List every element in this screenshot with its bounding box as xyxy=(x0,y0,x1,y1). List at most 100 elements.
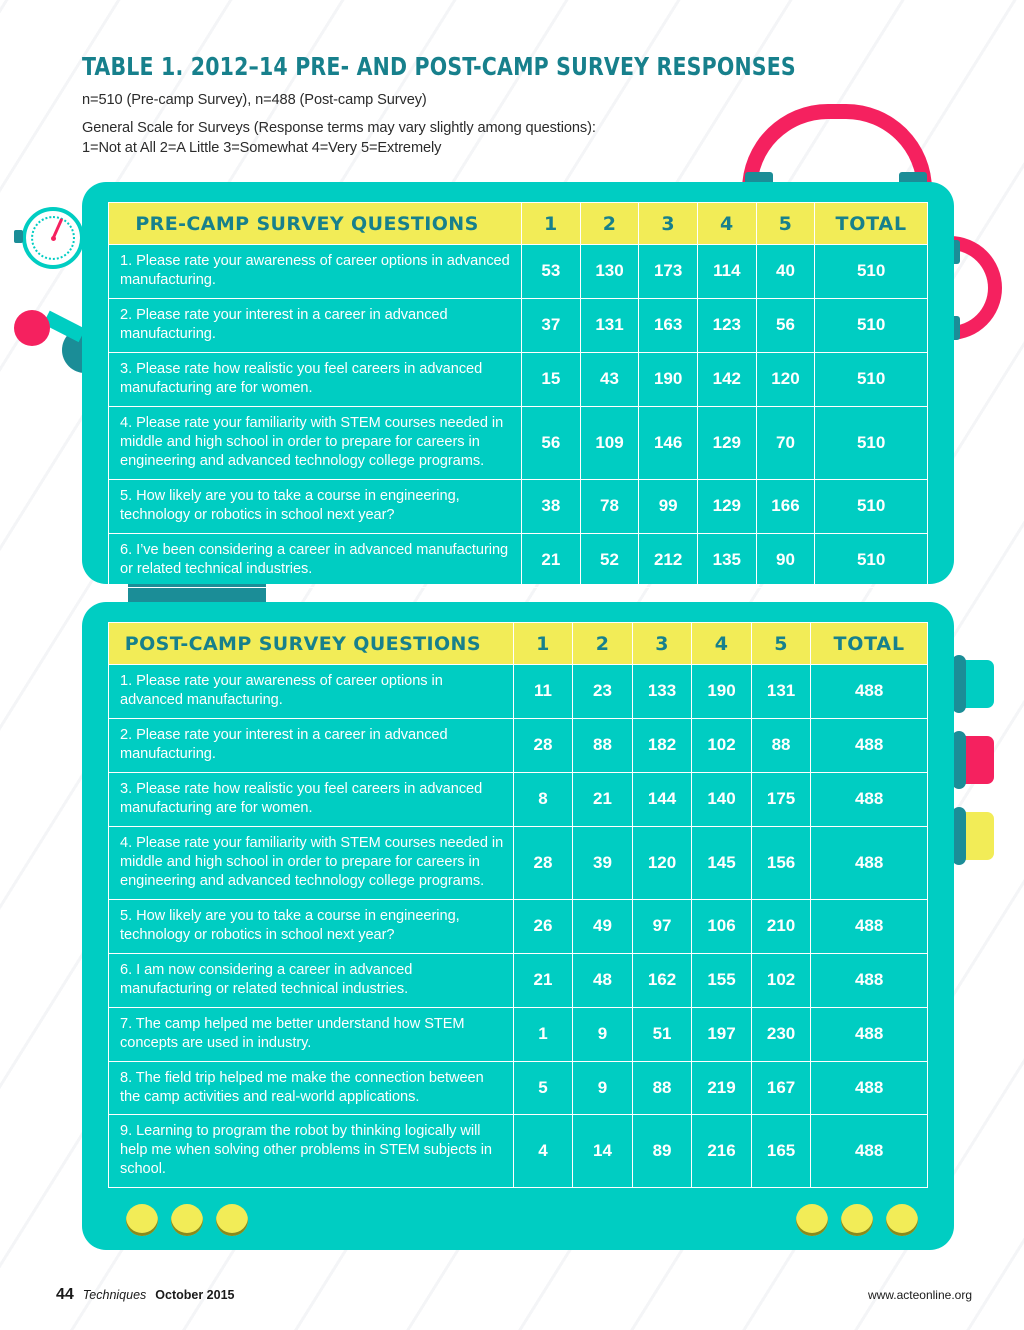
gauge-dial-ticks xyxy=(31,216,75,260)
post-camp-count-cell: 155 xyxy=(691,952,752,1008)
side-tab-teal xyxy=(962,660,994,708)
table-row: 2. Please rate your interest in a career… xyxy=(107,297,928,353)
post-camp-total-cell: 488 xyxy=(810,898,928,954)
gauge-icon xyxy=(22,207,84,269)
post-camp-count-cell: 216 xyxy=(691,1114,752,1189)
post-camp-count-cell: 88 xyxy=(631,1060,693,1116)
pre-camp-total-cell: 510 xyxy=(814,297,928,353)
post-camp-total-cell: 488 xyxy=(810,1060,928,1116)
table-row: 1. Please rate your awareness of career … xyxy=(108,664,928,719)
post-camp-count-cell: 51 xyxy=(631,1006,693,1062)
pre-camp-rating-column-header-1: 1 xyxy=(521,202,581,245)
pre-camp-rating-column-header-4: 4 xyxy=(696,202,757,245)
post-camp-count-cell: 210 xyxy=(750,898,812,954)
pre-camp-count-cell: 212 xyxy=(638,532,698,588)
post-camp-count-cell: 11 xyxy=(512,664,574,719)
pre-camp-count-cell: 129 xyxy=(696,478,757,534)
post-camp-count-cell: 106 xyxy=(691,898,752,954)
round-button-icon[interactable] xyxy=(841,1204,873,1236)
panel-connector xyxy=(128,582,266,604)
pre-camp-count-cell: 142 xyxy=(696,351,757,407)
post-camp-question-text: 7. The camp helped me better understand … xyxy=(108,1006,514,1062)
post-camp-count-cell: 23 xyxy=(572,664,633,719)
table-row: 3. Please rate how realistic you feel ca… xyxy=(107,351,928,407)
pre-camp-count-cell: 38 xyxy=(521,478,581,534)
post-camp-count-cell: 120 xyxy=(631,825,693,900)
pre-camp-count-cell: 109 xyxy=(579,405,640,480)
round-button-icon[interactable] xyxy=(216,1204,248,1236)
post-camp-count-cell: 39 xyxy=(572,825,633,900)
round-button-icon[interactable] xyxy=(886,1204,918,1236)
page-title: TABLE 1. 2012–14 PRE- AND POST-CAMP SURV… xyxy=(82,52,796,81)
table-row: 8. The field trip helped me make the con… xyxy=(108,1060,928,1116)
side-tab-mount-3 xyxy=(952,807,966,865)
post-camp-rating-column-header-4: 4 xyxy=(691,622,752,665)
table-row: 5. How likely are you to take a course i… xyxy=(107,478,928,534)
post-camp-total-cell: 488 xyxy=(810,771,928,827)
table-row: 2. Please rate your interest in a career… xyxy=(108,717,928,773)
post-camp-count-cell: 88 xyxy=(750,717,812,773)
post-camp-count-cell: 219 xyxy=(691,1060,752,1116)
pre-camp-count-cell: 37 xyxy=(521,297,581,353)
post-camp-total-column-header: TOTAL xyxy=(810,622,928,665)
table-row: 6. I am now considering a career in adva… xyxy=(108,952,928,1008)
round-button-icon[interactable] xyxy=(171,1204,203,1236)
post-camp-count-cell: 102 xyxy=(750,952,812,1008)
scale-legend: 1=Not at All 2=A Little 3=Somewhat 4=Ver… xyxy=(82,139,442,156)
post-camp-count-cell: 26 xyxy=(512,898,574,954)
round-button-icon[interactable] xyxy=(126,1204,158,1236)
arm-ball-icon xyxy=(14,310,50,346)
post-camp-total-cell: 488 xyxy=(810,664,928,719)
post-camp-rating-column-header-1: 1 xyxy=(512,622,574,665)
table-header-row: PRE-CAMP SURVEY QUESTIONS 1 2 3 4 5 TOTAL xyxy=(107,202,928,245)
pre-camp-question-text: 6. I’ve been considering a career in adv… xyxy=(107,532,523,588)
footer-url[interactable]: www.acteonline.org xyxy=(867,1288,972,1302)
pre-camp-question-text: 4. Please rate your familiarity with STE… xyxy=(107,405,523,480)
pre-camp-count-cell: 40 xyxy=(755,244,816,299)
pre-camp-total-cell: 510 xyxy=(814,244,928,299)
pre-camp-count-cell: 15 xyxy=(521,351,581,407)
magazine-name: Techniques xyxy=(82,1288,147,1302)
pre-camp-count-cell: 120 xyxy=(755,351,816,407)
post-camp-count-cell: 131 xyxy=(750,664,812,719)
post-camp-total-cell: 488 xyxy=(810,1114,928,1189)
post-camp-count-cell: 144 xyxy=(631,771,693,827)
pre-camp-count-cell: 135 xyxy=(696,532,757,588)
post-camp-count-cell: 89 xyxy=(631,1114,693,1189)
pre-camp-count-cell: 163 xyxy=(638,297,698,353)
issue-date: October 2015 xyxy=(155,1288,235,1302)
post-camp-rating-column-header-5: 5 xyxy=(750,622,812,665)
post-camp-total-cell: 488 xyxy=(810,825,928,900)
round-button-icon[interactable] xyxy=(796,1204,828,1236)
pre-camp-count-cell: 146 xyxy=(638,405,698,480)
scale-note-block: General Scale for Surveys (Response term… xyxy=(82,119,782,159)
gauge-side-nub xyxy=(14,230,23,243)
pre-camp-count-cell: 129 xyxy=(696,405,757,480)
post-camp-question-text: 5. How likely are you to take a course i… xyxy=(108,898,514,954)
post-camp-count-cell: 28 xyxy=(512,825,574,900)
pre-camp-question-text: 1. Please rate your awareness of career … xyxy=(107,244,523,299)
pre-camp-count-cell: 56 xyxy=(521,405,581,480)
post-camp-count-cell: 48 xyxy=(572,952,633,1008)
post-camp-count-cell: 156 xyxy=(750,825,812,900)
post-camp-count-cell: 9 xyxy=(572,1060,633,1116)
post-camp-count-cell: 4 xyxy=(512,1114,574,1189)
post-camp-questions-column-header: POST-CAMP SURVEY QUESTIONS xyxy=(108,622,514,665)
pre-camp-count-cell: 166 xyxy=(755,478,816,534)
pre-camp-rating-column-header-3: 3 xyxy=(638,202,698,245)
pre-camp-count-cell: 78 xyxy=(579,478,640,534)
post-camp-count-cell: 14 xyxy=(572,1114,633,1189)
table-row: 4. Please rate your familiarity with STE… xyxy=(107,405,928,480)
pre-camp-rating-column-header-2: 2 xyxy=(579,202,640,245)
post-camp-count-cell: 21 xyxy=(572,771,633,827)
post-camp-count-cell: 97 xyxy=(631,898,693,954)
post-camp-total-cell: 488 xyxy=(810,1006,928,1062)
post-camp-count-cell: 8 xyxy=(512,771,574,827)
pre-camp-count-cell: 90 xyxy=(755,532,816,588)
post-camp-count-cell: 190 xyxy=(691,664,752,719)
pre-camp-total-cell: 510 xyxy=(814,405,928,480)
pre-camp-count-cell: 190 xyxy=(638,351,698,407)
post-camp-rating-column-header-3: 3 xyxy=(631,622,693,665)
post-camp-count-cell: 21 xyxy=(512,952,574,1008)
pre-camp-rating-column-header-5: 5 xyxy=(755,202,816,245)
